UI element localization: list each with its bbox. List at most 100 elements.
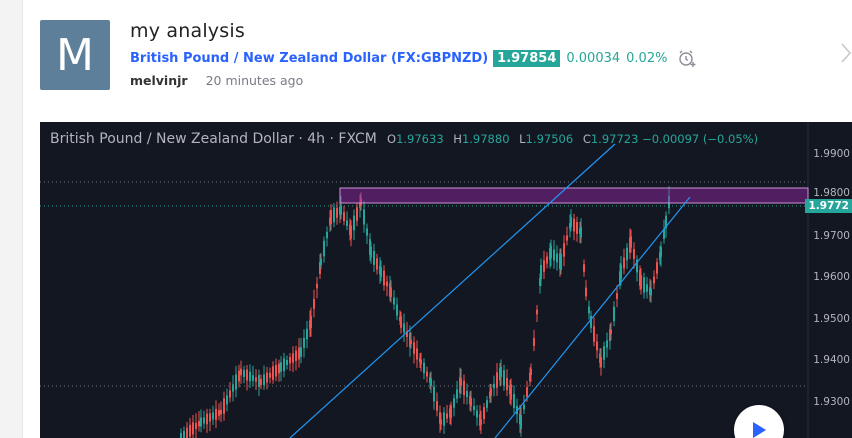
candle-body [363,209,365,225]
price-change: 0.00034 [566,50,621,66]
candle-body [663,229,665,239]
chevron-right-icon[interactable] [840,42,852,64]
candle-body [215,408,217,421]
candle-body [450,405,452,419]
candle-body [340,205,342,215]
candle-body [180,433,182,438]
candle-body [298,347,300,360]
candle-body [280,362,282,372]
candle-body [520,414,522,430]
candle-body [660,247,662,257]
candle-body [626,247,628,261]
chart-plot [40,122,809,438]
candle-body [289,357,291,364]
candle-body [300,347,302,357]
candle-body [529,372,531,382]
chart-canvas[interactable]: British Pound / New Zealand Dollar · 4h … [40,122,852,438]
candle-body [336,207,338,218]
candle-body [460,378,462,386]
candle-body [223,398,225,414]
candle-body [316,283,318,289]
candle-body [319,262,321,274]
candle-body [396,304,398,316]
candle-body [439,412,441,424]
chart-legend: British Pound / New Zealand Dollar · 4h … [50,131,758,147]
channel-upper-trendline [289,143,616,438]
candle-body [486,400,488,408]
candle-body [235,374,237,390]
left-rail [0,0,23,438]
candle-body [643,277,645,293]
legend-low-value: 1.97506 [525,132,574,146]
candle-body [646,284,648,292]
candle-body [249,371,251,382]
legend-high-label: H [453,132,462,146]
candle-body [510,384,512,400]
candle-body [513,394,515,408]
candle-body [333,207,335,223]
legend-open-label: O [387,132,397,146]
legend-high-value: 1.97880 [461,132,510,146]
candle-body [320,258,322,266]
candle-body [570,217,572,227]
candle-body [546,256,548,264]
avatar[interactable]: M [40,20,110,90]
candle-body [198,420,200,427]
candle-body [500,366,502,378]
candle-body [590,316,592,328]
legend-close-label: C [582,132,591,146]
candle-body [350,225,352,239]
candle-body [410,339,412,345]
candle-body [203,417,205,424]
candle-body [186,427,188,438]
candle-body [563,243,565,257]
candle-body [609,328,611,342]
candle-body [616,293,618,299]
candle-body [603,346,605,360]
candle-body [653,276,655,284]
candle-body [212,412,214,420]
symbol-ticker[interactable]: (FX:GBPNZD) [390,50,489,66]
symbol-link[interactable]: British Pound / New Zealand Dollar (FX:G… [130,51,488,66]
candle-body [533,337,535,347]
candle-body [539,278,541,286]
candle-body [506,377,508,391]
candle-body [580,226,582,238]
candle-body [433,386,435,402]
symbol-name[interactable]: British Pound / New Zealand Dollar [130,50,387,66]
candle-body [258,375,260,387]
candle-body [220,409,222,415]
candle-body [403,323,405,333]
idea-title[interactable]: my analysis [130,20,245,42]
candle-body [556,253,558,263]
candle-body [606,340,608,348]
play-button[interactable] [734,405,784,438]
channel-lower-trendline [494,196,691,438]
candle-body [240,368,242,376]
price-axis-label: 1.9500 [813,313,850,325]
author-name[interactable]: melvinjr [130,73,188,88]
candle-body [206,413,208,425]
candle-body [523,404,525,410]
price-axis-label: 1.9300 [813,396,850,408]
price-badge: 1.97854 [493,49,561,67]
candle-body [633,249,635,259]
candle-body [229,390,231,398]
alarm-clock-plus-icon[interactable] [677,48,697,68]
candle-body [380,267,382,277]
candle-body [189,424,191,437]
candle-body [540,264,542,280]
candle-body [536,309,538,315]
candle-body [550,245,552,259]
candle-body [613,306,615,322]
candle-body [593,326,595,342]
candle-body [346,220,348,226]
idea-header: M my analysis British Pound / New Zealan… [40,18,852,98]
candle-body [266,372,268,383]
candle-body [600,356,602,368]
candle-body [323,240,325,257]
legend-change: −0.00097 (−0.05%) [642,132,759,146]
candle-body [576,221,578,235]
candle-body [326,231,328,239]
candle-body [286,360,288,365]
